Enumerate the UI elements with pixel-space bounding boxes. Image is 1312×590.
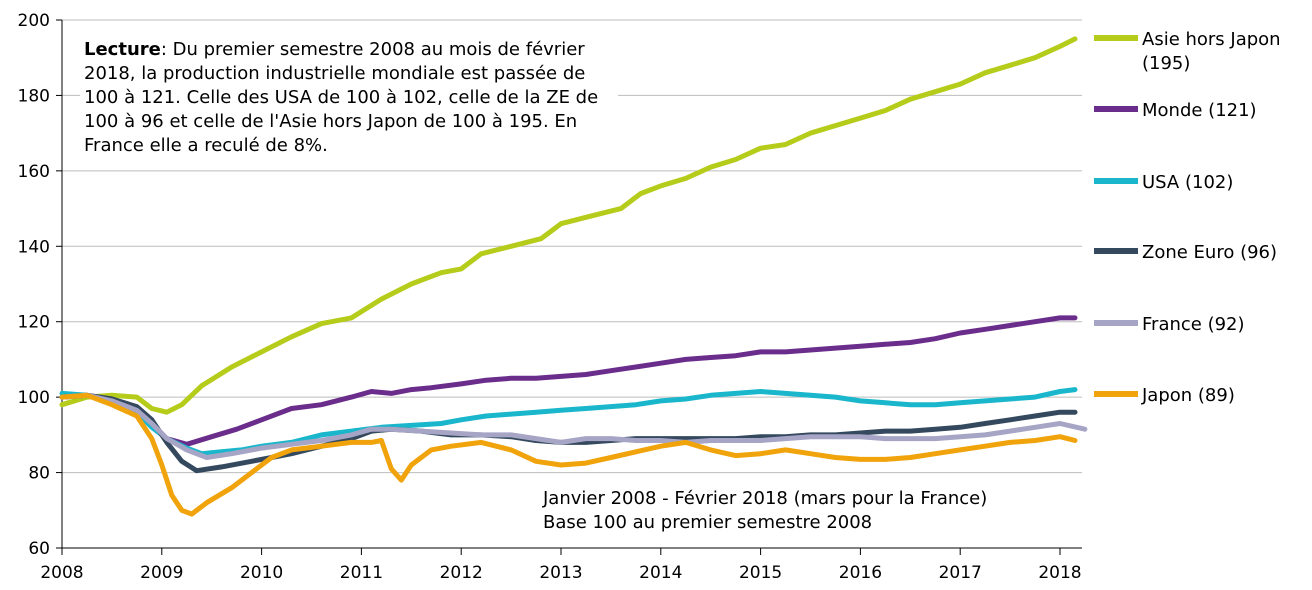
legend: Asie hors Japon (195) Monde (121) USA (102)… [1094, 29, 1281, 406]
reading-note: Lecture: Du premier semestre 2008 au moi… [80, 36, 618, 160]
x-tick-label-2015: 2015 [739, 563, 782, 583]
y-tick-label-180: 180 [18, 86, 50, 106]
y-tick-labels: 60 80 100 120 140 160 180 200 [18, 11, 50, 559]
legend-label-zone-euro-96: Zone Euro (96) [1142, 242, 1277, 263]
x-tick-label-2012: 2012 [440, 563, 483, 583]
source-line-base: Base 100 au premier semestre 2008 [543, 512, 873, 533]
y-tick-label-200: 200 [18, 11, 50, 31]
y-tick-label-80: 80 [28, 464, 50, 484]
series-line-france-92 [59, 392, 1088, 460]
x-tick-label-2013: 2013 [539, 563, 582, 583]
x-tick-label-2008: 2008 [40, 563, 83, 583]
y-tick-label-140: 140 [18, 237, 50, 257]
x-tick-label-2016: 2016 [839, 563, 882, 583]
series-line-asie-hors-japon-195 [59, 36, 1078, 415]
y-tick-label-100: 100 [18, 388, 50, 408]
x-tick-label-2009: 2009 [140, 563, 183, 583]
legend-label-france-92: France (92) [1142, 314, 1245, 335]
legend-label-japon-89: Japon (89) [1141, 385, 1235, 406]
y-tick-label-120: 120 [18, 313, 50, 333]
legend-label-asie-hors-japon-195: Asie hors Japon [1142, 29, 1281, 50]
source-line-period: Janvier 2008 - Février 2018 (mars pour l… [543, 488, 988, 509]
x-tick-label-2014: 2014 [639, 563, 682, 583]
axes [56, 19, 1082, 555]
x-tick-label-2018: 2018 [1038, 563, 1081, 583]
legend-label-asie-hors-japon-195-line2: (195) [1142, 53, 1190, 74]
x-tick-label-2017: 2017 [939, 563, 982, 583]
x-tick-label-2010: 2010 [240, 563, 283, 583]
legend-label-usa-102: USA (102) [1142, 172, 1233, 193]
reading-note-text: : Du premier semestre 2008 au mois de fé… [84, 39, 599, 156]
x-tick-label-2011: 2011 [340, 563, 383, 583]
legend-label-monde-121: Monde (121) [1142, 100, 1257, 121]
source-note: Janvier 2008 - Février 2018 (mars pour l… [543, 487, 1103, 535]
x-tick-labels: 2008 2009 2010 2011 2012 2013 2014 2015 2016 2017… [40, 563, 1081, 583]
series-line-monde-121 [59, 315, 1078, 447]
y-tick-label-60: 60 [28, 539, 50, 559]
series-lines [59, 36, 1088, 517]
reading-note-title: Lecture [84, 39, 161, 60]
y-tick-label-160: 160 [18, 162, 50, 182]
series-line-japon-89 [59, 392, 1078, 517]
